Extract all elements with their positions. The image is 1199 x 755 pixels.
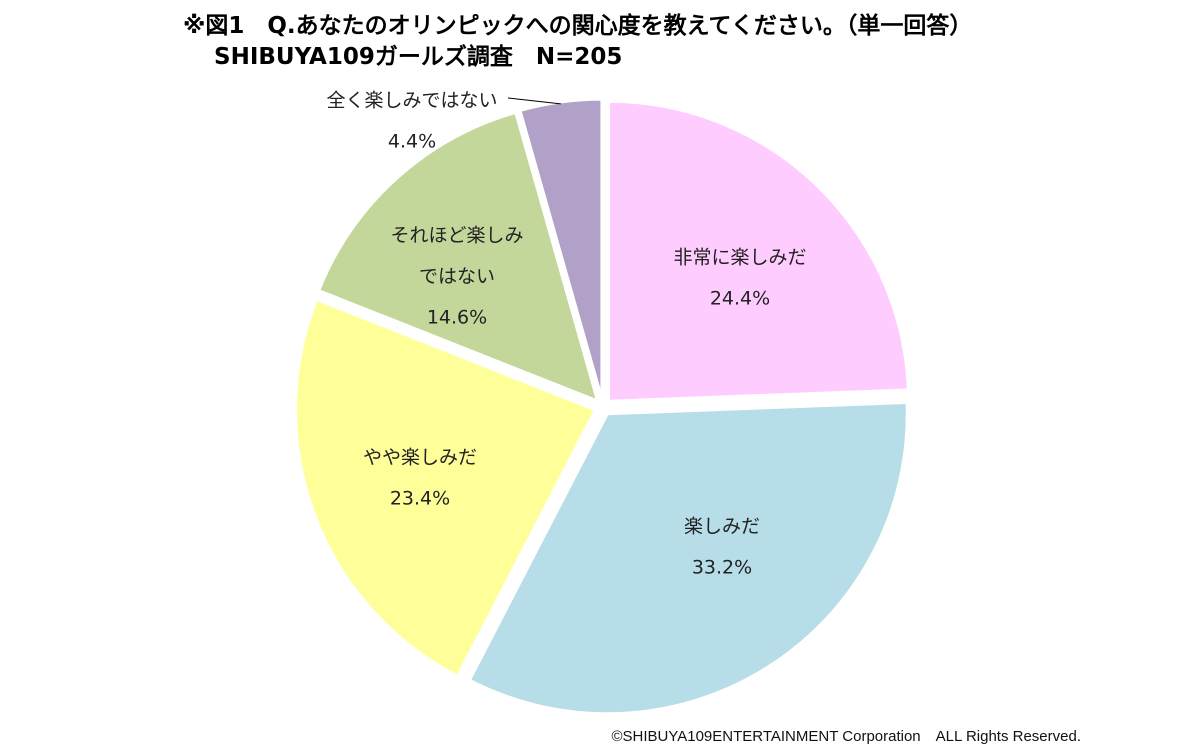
slice-category-label: それほど楽しみ: [390, 225, 523, 247]
leader-line: [507, 97, 561, 105]
slice-value-label: 4.4%: [388, 131, 436, 153]
pie-slice-5: [518, 97, 604, 400]
pie-slice-2: [467, 400, 909, 716]
slice-category-label: ではない: [419, 266, 495, 288]
chart-title: ※図1 Q.あなたのオリンピックへの関心度を教えてください。（単一回答）: [183, 13, 973, 39]
slice-category-label: 非常に楽しみだ: [673, 247, 806, 269]
pie-slice-1: [607, 99, 910, 403]
chart-subtitle: SHIBUYA109ガールズ調査 N=205: [214, 44, 623, 70]
slice-value-label: 24.4%: [710, 288, 770, 310]
slice-category-label: 全く楽しみではない: [326, 90, 497, 112]
slice-category-label: やや楽しみだ: [363, 447, 477, 469]
slice-value-label: 33.2%: [692, 557, 752, 579]
slice-value-label: 14.6%: [427, 307, 487, 329]
copyright-notice: ©SHIBUYA109ENTERTAINMENT Corporation ALL…: [611, 728, 1081, 745]
slice-value-label: 23.4%: [390, 488, 450, 510]
slice-category-label: 楽しみだ: [684, 516, 760, 538]
pie-slice-4: [316, 110, 600, 404]
pie-slice-3: [294, 297, 598, 679]
